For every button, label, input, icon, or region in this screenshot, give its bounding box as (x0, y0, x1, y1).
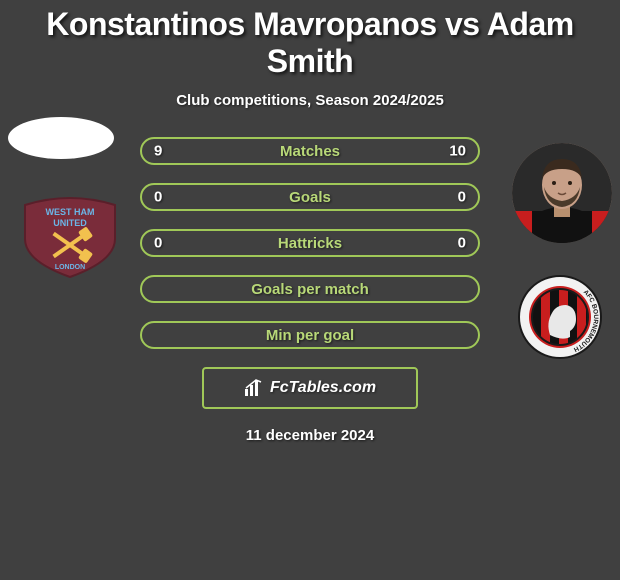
page-title: Konstantinos Mavropanos vs Adam Smith (0, 0, 620, 80)
stat-right-value: 0 (458, 189, 466, 206)
stat-right-value: 10 (449, 143, 466, 160)
stat-label: Goals per match (251, 281, 369, 298)
stat-label: Hattricks (278, 235, 342, 252)
stat-row-goals: 0 Goals 0 (140, 183, 480, 211)
svg-text:WEST HAM: WEST HAM (46, 207, 95, 217)
svg-text:UNITED: UNITED (53, 218, 87, 228)
club-left-crest: WEST HAM UNITED LONDON (20, 195, 120, 279)
player-left-avatar (8, 117, 114, 159)
westham-crest-icon: WEST HAM UNITED LONDON (20, 195, 120, 279)
stat-label: Min per goal (266, 327, 354, 344)
stat-row-goals-per-match: Goals per match (140, 275, 480, 303)
stat-row-hattricks: 0 Hattricks 0 (140, 229, 480, 257)
comparison-layout: WEST HAM UNITED LONDON (0, 137, 620, 444)
date-text: 11 december 2024 (0, 427, 620, 444)
stat-rows: 9 Matches 10 0 Goals 0 0 Hattricks 0 Goa… (140, 137, 480, 349)
adam-smith-avatar-icon (512, 143, 612, 243)
stat-label: Matches (280, 143, 340, 160)
player-right-avatar (512, 143, 612, 243)
bournemouth-crest-icon: AFC BOURNEMOUTH (518, 275, 602, 359)
branding-box: FcTables.com (202, 367, 418, 409)
svg-text:LONDON: LONDON (55, 264, 85, 271)
stat-right-value: 0 (458, 235, 466, 252)
stat-left-value: 0 (154, 235, 162, 252)
club-right-crest: AFC BOURNEMOUTH (518, 275, 602, 359)
stat-row-matches: 9 Matches 10 (140, 137, 480, 165)
bars-icon (244, 379, 264, 397)
stat-label: Goals (289, 189, 331, 206)
brand-text: FcTables.com (270, 379, 376, 397)
stat-left-value: 9 (154, 143, 162, 160)
stat-left-value: 0 (154, 189, 162, 206)
subtitle: Club competitions, Season 2024/2025 (0, 92, 620, 109)
stat-row-min-per-goal: Min per goal (140, 321, 480, 349)
